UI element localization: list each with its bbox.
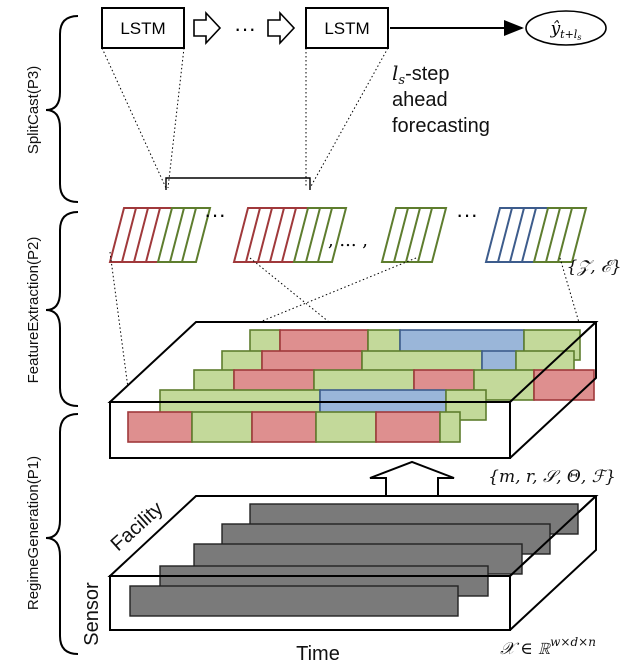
- lstm-box-1: [101, 7, 185, 49]
- forecast-description: ls-step ahead forecasting: [392, 61, 490, 137]
- regime-box-front: [109, 401, 511, 459]
- regime-layer-4-segment-4: [375, 411, 441, 443]
- feature-set-label: {𝒵, ℰ}: [566, 257, 621, 277]
- input-tensor-label: 𝒳 ∈ ℝw×d×n: [500, 635, 596, 659]
- input-tensor-dims: w×d×n: [550, 635, 596, 649]
- block-arrow-2: [267, 10, 296, 46]
- regime-layer-4-segment-1: [191, 411, 253, 443]
- regime-layer-2-segment-5: [533, 369, 595, 401]
- output-label: ŷt+ls: [550, 19, 582, 42]
- regime-layer-4-segment-3: [315, 411, 377, 443]
- output-node: [525, 10, 607, 46]
- feature-dots-mid: , ... ,: [328, 230, 368, 251]
- phase-label-p1: RegimeGeneration(P1): [25, 456, 42, 610]
- input-tensor-symbol: 𝒳 ∈ ℝ: [500, 639, 551, 659]
- phase-brace-p2: [45, 211, 79, 407]
- sensor-axis-label: Sensor: [81, 582, 103, 646]
- feature-regime-connectors: [109, 251, 581, 413]
- lstm-feature-connectors: [101, 47, 389, 189]
- input-box-front: [109, 575, 511, 631]
- feature-dots-right: ···: [456, 202, 478, 227]
- input-tensor: [107, 495, 599, 631]
- phase-label-p2: FeatureExtraction(P2): [25, 237, 42, 384]
- regime-box-side: [509, 321, 597, 459]
- lstm-box-2-label: LSTM: [324, 19, 369, 38]
- phase-label-p3: SplitCast(P3): [25, 66, 42, 154]
- regime-layer-4-segment-2: [251, 411, 317, 443]
- forecast-line-2: ahead: [392, 89, 448, 111]
- feature-dots-left: ···: [204, 202, 226, 227]
- time-axis-label: Time: [296, 643, 340, 664]
- output-symbol: ŷ: [550, 19, 561, 39]
- regime-parameters: {m, r, 𝒮, Θ, ℱ}: [488, 467, 616, 487]
- input-box-side: [509, 495, 597, 631]
- forecast-line-1: ls-step: [392, 61, 450, 88]
- forecast-var: l: [392, 61, 398, 85]
- feature-window-bracket: [165, 177, 311, 190]
- forecast-var-sub: s: [398, 73, 405, 88]
- feature-stacks: [108, 207, 588, 263]
- feature-stack-1-frame-6: [180, 207, 212, 263]
- lstm-ellipsis: ···: [234, 16, 256, 41]
- phase-brace-p3: [45, 15, 79, 203]
- regime-tensor: [107, 321, 599, 459]
- regime-layer-4-segment-5: [439, 411, 461, 443]
- output-subscript: t+l: [560, 28, 578, 41]
- output-subsubscript: s: [577, 33, 581, 42]
- lstm-chain: LSTM ··· LSTM ŷt+ls: [101, 7, 607, 49]
- forecast-line-1-rest: -step: [405, 63, 449, 85]
- lstm-box-1-label: LSTM: [120, 19, 165, 38]
- feature-stack-2-frame-7: [316, 207, 348, 263]
- feature-stack-3-frame-3: [416, 207, 448, 263]
- sensor-bar-4: [129, 585, 459, 617]
- block-arrow-1: [193, 10, 222, 46]
- regime-generation-arrow: [369, 460, 455, 497]
- lstm-box-2: [305, 7, 389, 49]
- regime-layer-4-segment-0: [127, 411, 193, 443]
- feature-stack-4-frame-6: [556, 207, 588, 263]
- forecast-line-3: forecasting: [392, 115, 490, 137]
- phase-brace-p1: [45, 413, 79, 655]
